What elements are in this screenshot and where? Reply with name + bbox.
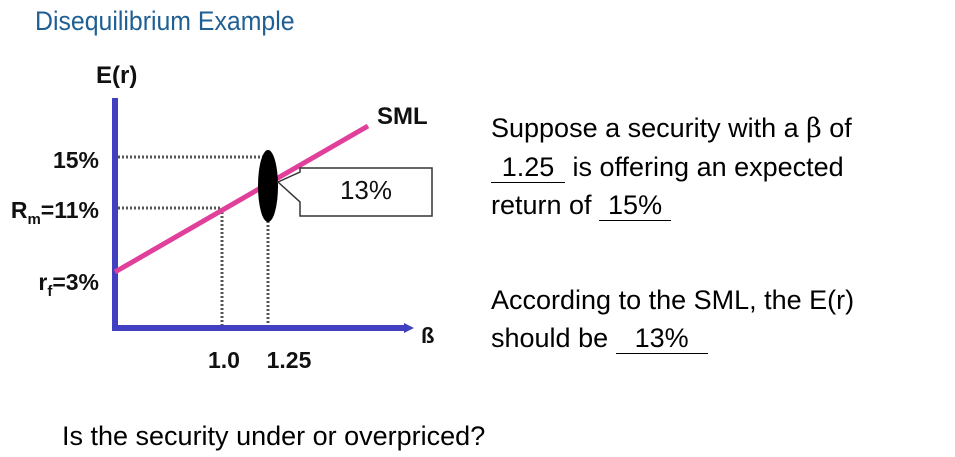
y-tick-rf: rf=3%: [38, 269, 99, 300]
beta-value-blank: 1.25: [491, 152, 565, 183]
conclusion-should-be: should be: [491, 323, 616, 353]
conclusion-line-1: According to the SML, the E(r): [491, 285, 855, 315]
sml-line: [113, 123, 370, 275]
statement-line-1: Suppose a security with a β of: [491, 109, 852, 148]
sml-label: SML: [377, 103, 428, 130]
statement-of: of: [821, 113, 852, 143]
sml-return-blank: 13%: [615, 323, 708, 354]
x-axis-label: ß: [421, 323, 434, 348]
statement-return-of: return of: [491, 190, 600, 220]
x-tick-125: 1.25: [267, 347, 312, 373]
x-axis-arrow: [404, 323, 414, 333]
offered-return-blank: 15%: [599, 190, 672, 221]
y-tick-15: 15%: [53, 147, 99, 173]
beta-symbol: β: [806, 113, 822, 144]
x-tick-1: 1.0: [208, 347, 240, 373]
conclusion-block: According to the SML, the E(r) should be…: [491, 281, 854, 357]
y-tick-rf-rest: =3%: [52, 269, 99, 295]
statement-pre: Suppose a security with a: [491, 113, 807, 143]
statement-expected: is offering an expected: [565, 152, 844, 182]
y-tick-rm-sub: m: [27, 211, 40, 228]
statement-block: Suppose a security with a β of 1.25 is o…: [491, 109, 852, 224]
y-tick-rf-main: r: [38, 269, 47, 295]
statement-line-3: return of 15%: [491, 186, 852, 224]
conclusion-line-2: should be 13%: [491, 319, 854, 357]
callout-value: 13%: [340, 175, 392, 205]
y-axis-label: E(r): [96, 62, 137, 89]
security-marker: [258, 150, 278, 222]
statement-line-2: 1.25 is offering an expected: [491, 148, 852, 186]
slide-title: Disequilibrium Example: [35, 6, 295, 36]
y-tick-rm: Rm=11%: [11, 197, 99, 228]
y-tick-rf-sub: f: [47, 283, 53, 300]
callout-box: [276, 167, 433, 217]
sml-diagram: 13% E(r) ß SML 15% Rm=11% rf=3% 1.0 1.25: [11, 62, 435, 373]
y-tick-rm-main: R: [11, 197, 28, 223]
question-text: Is the security under or overpriced?: [62, 421, 486, 451]
y-tick-rm-rest: =11%: [41, 197, 99, 223]
